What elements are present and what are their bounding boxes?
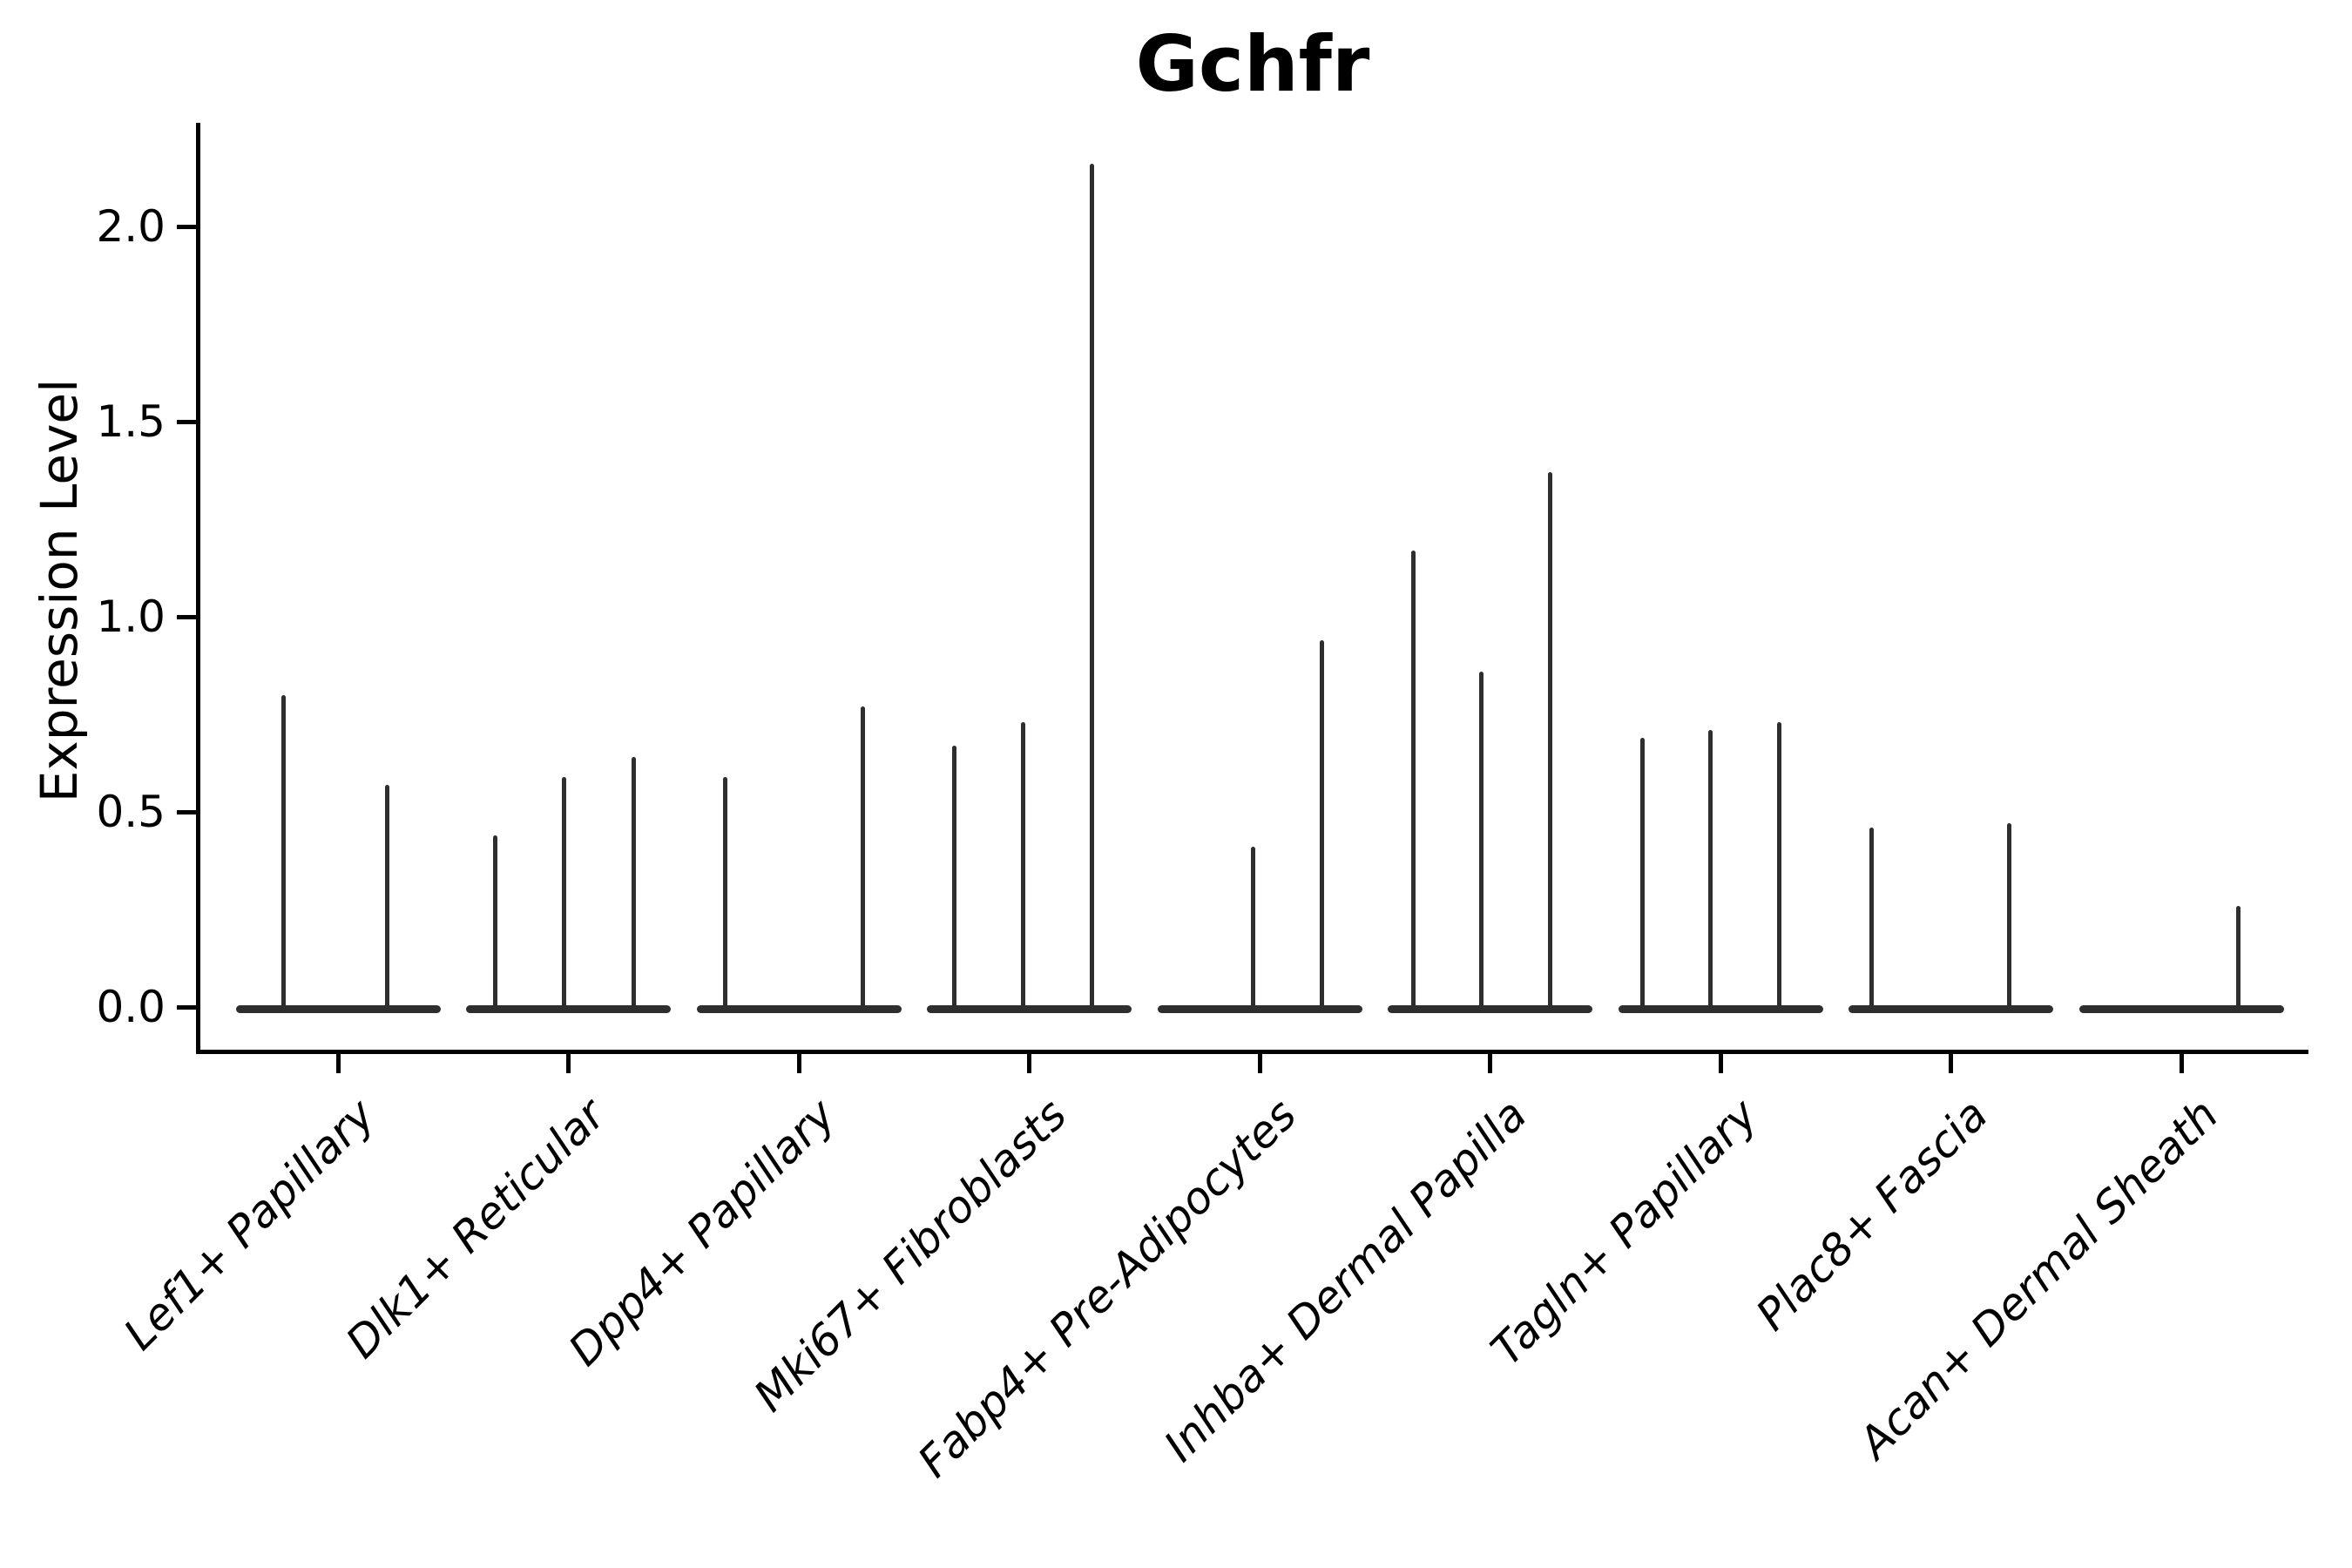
y-tick-label: 1.5: [96, 396, 166, 447]
violin-baseline: [2078, 1005, 2284, 1013]
violin-spike: [1319, 639, 1324, 1012]
y-tick-mark: [177, 614, 196, 619]
x-tick-mark: [335, 1054, 341, 1073]
violin-spike: [1478, 671, 1484, 1012]
violin-spike: [1707, 729, 1713, 1012]
violin-spike: [860, 706, 865, 1012]
violin-spike: [1639, 737, 1645, 1012]
violin-spike: [1250, 847, 1255, 1012]
violin-baseline: [696, 1005, 902, 1013]
x-tick-mark: [796, 1054, 801, 1073]
violin-baseline: [927, 1005, 1132, 1013]
violin-spike: [722, 776, 727, 1012]
chart-title: Gchfr: [1135, 19, 1370, 109]
x-tick-mark: [1257, 1054, 1262, 1073]
violin-spike: [1869, 827, 1874, 1012]
violin-spike: [561, 776, 566, 1012]
violin-spike: [1020, 721, 1025, 1012]
violin-baseline: [1848, 1005, 2053, 1013]
violin-spike: [280, 694, 286, 1012]
y-tick-mark: [177, 224, 196, 229]
x-tick-label: Fabp4+ Pre-Adipocytes: [909, 1089, 1307, 1488]
y-tick-label: 2.0: [96, 201, 166, 252]
violin-spike: [631, 757, 636, 1012]
violin-baseline: [235, 1005, 441, 1013]
x-tick-mark: [1488, 1054, 1492, 1073]
x-tick-label: Plac8+ Fascia: [1747, 1089, 1998, 1341]
violin-spike: [492, 835, 497, 1012]
y-tick-mark: [177, 1004, 196, 1010]
violin-spike: [1089, 164, 1094, 1012]
violin-spike: [2235, 905, 2240, 1012]
violin-spike: [1410, 550, 1416, 1012]
violin-spike: [2006, 823, 2011, 1012]
y-tick-label: 1.0: [96, 591, 166, 642]
violin-spike: [951, 745, 956, 1012]
x-tick-mark: [1718, 1054, 1723, 1073]
violin-baseline: [1618, 1005, 1823, 1013]
y-tick-mark: [177, 809, 196, 814]
x-tick-mark: [1027, 1054, 1031, 1073]
violin-spike: [1547, 472, 1552, 1012]
x-axis-spine: [196, 1050, 2308, 1054]
y-tick-label: 0.5: [96, 787, 166, 837]
y-axis-label: Expression Level: [30, 378, 89, 803]
violin-spike: [1776, 721, 1781, 1012]
violin-baseline: [1388, 1005, 1592, 1013]
y-tick-mark: [177, 419, 196, 424]
y-tick-label: 0.0: [96, 982, 166, 1032]
x-tick-mark: [566, 1054, 571, 1073]
violin-baseline: [1157, 1005, 1362, 1013]
x-tick-label: Lef1+ Papillary: [114, 1089, 385, 1360]
x-tick-mark: [1949, 1054, 1953, 1073]
violin-spike: [384, 784, 389, 1012]
x-tick-mark: [2179, 1054, 2184, 1073]
y-axis-spine: [196, 123, 200, 1054]
violin-baseline: [466, 1005, 671, 1013]
